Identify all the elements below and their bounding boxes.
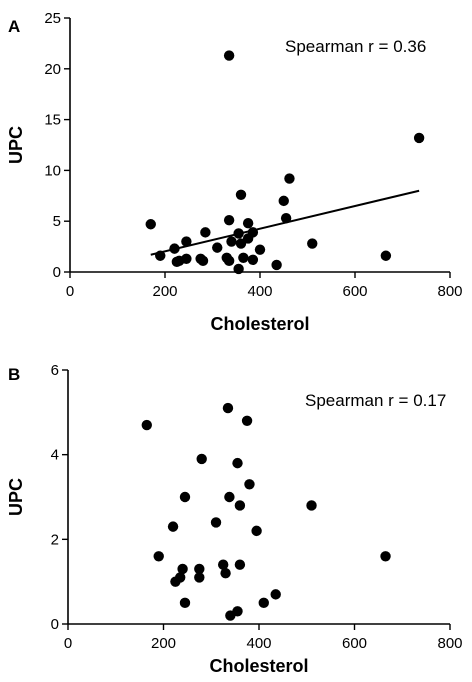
data-point <box>242 218 254 229</box>
x-axis-title: Cholesterol <box>210 314 309 334</box>
y-tick-label: 4 <box>51 447 59 464</box>
data-point <box>244 479 255 490</box>
y-axis-title: UPC <box>6 478 26 516</box>
data-point <box>167 521 179 532</box>
data-point <box>232 457 243 469</box>
data-point <box>235 238 247 249</box>
data-point <box>278 195 289 207</box>
spearman-annotation: Spearman r = 0.17 <box>305 391 446 410</box>
data-point <box>254 244 266 255</box>
x-tick-label: 200 <box>152 283 177 300</box>
x-tick-label: 0 <box>64 635 72 652</box>
data-point <box>223 214 235 226</box>
data-point <box>413 132 425 144</box>
data-point <box>258 597 269 609</box>
y-tick-label: 25 <box>44 10 61 27</box>
data-point <box>226 236 237 247</box>
x-tick-label: 800 <box>437 635 462 652</box>
data-point <box>179 597 191 609</box>
data-point <box>181 236 192 247</box>
data-point <box>280 212 292 224</box>
data-point <box>170 576 181 587</box>
data-point <box>222 402 234 414</box>
panel-b: B 0 2 4 6 0 200 400 600 800 Cholesterol UPC Spearman… <box>6 362 463 676</box>
data-point <box>238 252 249 263</box>
data-point <box>223 255 235 267</box>
data-point <box>225 610 236 621</box>
x-tick-label: 600 <box>342 635 367 652</box>
data-point <box>220 568 231 579</box>
data-point <box>224 491 235 503</box>
data-point <box>251 525 262 537</box>
y-tick-label: 2 <box>51 531 59 548</box>
data-point <box>234 559 246 570</box>
data-point <box>194 563 205 575</box>
data-point <box>307 238 318 249</box>
data-point <box>223 50 235 61</box>
y-tick-label: 6 <box>51 362 59 379</box>
data-point <box>171 256 183 268</box>
data-point <box>306 500 317 511</box>
data-point <box>155 250 166 261</box>
data-point <box>141 419 152 431</box>
y-tick-label: 15 <box>44 112 61 129</box>
data-point <box>169 243 180 254</box>
data-point <box>210 517 222 528</box>
data-point <box>235 189 247 200</box>
data-point <box>196 453 207 465</box>
data-point <box>270 589 281 600</box>
y-tick-label: 20 <box>44 61 61 78</box>
y-tick-label: 10 <box>44 162 61 179</box>
data-point <box>212 242 223 253</box>
y-axis-title: UPC <box>6 126 26 164</box>
data-point <box>194 572 205 583</box>
data-point <box>380 551 391 562</box>
x-tick-label: 600 <box>342 283 367 300</box>
spearman-annotation: Spearman r = 0.36 <box>285 37 426 56</box>
data-point <box>179 491 191 503</box>
y-tick-label: 0 <box>51 616 59 633</box>
data-point <box>145 219 156 230</box>
panel-letter: A <box>8 17 20 36</box>
data-point <box>247 254 259 266</box>
data-point <box>241 415 253 426</box>
data-point <box>234 500 246 511</box>
x-tick-label: 400 <box>246 635 271 652</box>
x-axis-title: Cholesterol <box>209 656 308 676</box>
data-point <box>197 255 209 267</box>
data-point <box>380 250 392 261</box>
x-tick-label: 200 <box>151 635 176 652</box>
data-point <box>233 263 244 275</box>
data-point <box>271 259 282 271</box>
data-point <box>200 227 211 238</box>
data-point <box>284 173 295 184</box>
panel-a: A 0 5 10 15 20 25 0 200 400 600 800 Cholesterol UPC Sp… <box>6 10 463 334</box>
y-tick-label: 5 <box>53 213 61 230</box>
data-point <box>217 559 229 570</box>
x-tick-label: 0 <box>66 283 74 300</box>
y-tick-label: 0 <box>53 264 61 281</box>
data-point <box>153 551 164 562</box>
x-tick-label: 400 <box>247 283 272 300</box>
data-point <box>177 563 188 575</box>
x-tick-label: 800 <box>437 283 462 300</box>
data-point <box>233 228 244 239</box>
panel-letter: B <box>8 365 20 384</box>
